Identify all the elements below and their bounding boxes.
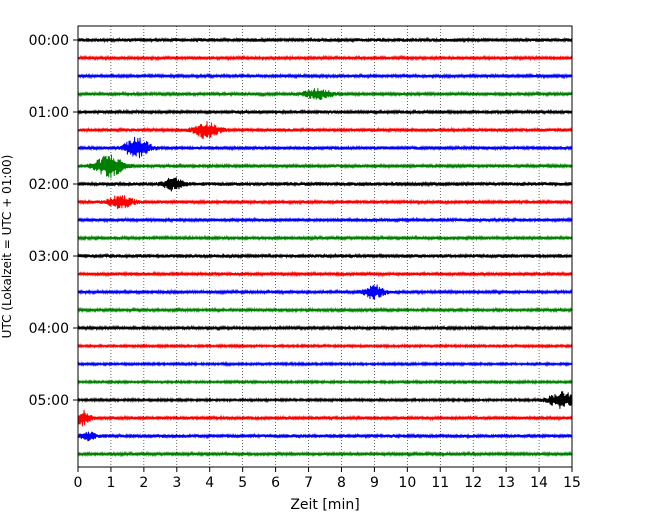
y-tick-label: 02:00 [29, 177, 69, 193]
trace-line [77, 360, 573, 368]
trace-line [77, 216, 573, 224]
traces [77, 36, 573, 458]
x-tick-label: 14 [530, 475, 548, 491]
trace-line [77, 88, 573, 100]
trace-line [77, 252, 573, 260]
x-tick-label: 11 [431, 475, 449, 491]
trace-line [77, 342, 573, 350]
trace-line [77, 72, 573, 80]
x-tick-label: 1 [106, 475, 115, 491]
plot-frame [77, 25, 573, 468]
y-tick-label: 01:00 [29, 105, 69, 121]
x-tick-label: 15 [563, 475, 581, 491]
trace-line [77, 409, 573, 427]
x-axis-label: Zeit [min] [290, 497, 359, 513]
trace-line [77, 54, 573, 62]
x-tick-label: 10 [398, 475, 416, 491]
trace-line [77, 234, 573, 242]
trace-line [77, 324, 573, 332]
trace-line [77, 195, 573, 209]
y-axis-ticks: 00:00 01:00 02:00 03:00 04:00 05:00 [29, 33, 78, 409]
trace-line [77, 284, 573, 300]
trace-line [77, 36, 573, 44]
x-tick-label: 6 [271, 475, 280, 491]
x-tick-label: 8 [337, 475, 346, 491]
x-tick-label: 5 [238, 475, 247, 491]
x-tick-label: 3 [172, 475, 181, 491]
x-tick-label: 7 [304, 475, 313, 491]
x-tick-label: 4 [205, 475, 214, 491]
y-tick-label: 05:00 [29, 393, 69, 409]
x-tick-label: 0 [74, 475, 83, 491]
x-tick-label: 12 [464, 475, 482, 491]
trace-line [77, 108, 573, 116]
trace-line [77, 270, 573, 278]
trace-line [77, 378, 573, 386]
trace-line [77, 450, 573, 458]
x-axis-ticks: 0 1 2 3 4 5 6 7 8 9 10 11 12 13 14 15 [74, 467, 581, 491]
trace-line [77, 177, 573, 192]
trace-line [77, 431, 573, 442]
x-tick-label: 13 [497, 475, 515, 491]
y-tick-label: 00:00 [29, 33, 69, 49]
trace-line [77, 154, 573, 179]
trace-line [77, 136, 573, 159]
y-tick-label: 04:00 [29, 321, 69, 337]
trace-line [77, 306, 573, 314]
x-tick-label: 9 [370, 475, 379, 491]
y-axis-label: UTC (Lokalzeit = UTC + 01:00) [0, 155, 14, 339]
x-tick-label: 2 [139, 475, 148, 491]
trace-line [77, 391, 573, 409]
trace-line [77, 121, 573, 139]
y-tick-label: 03:00 [29, 249, 69, 265]
